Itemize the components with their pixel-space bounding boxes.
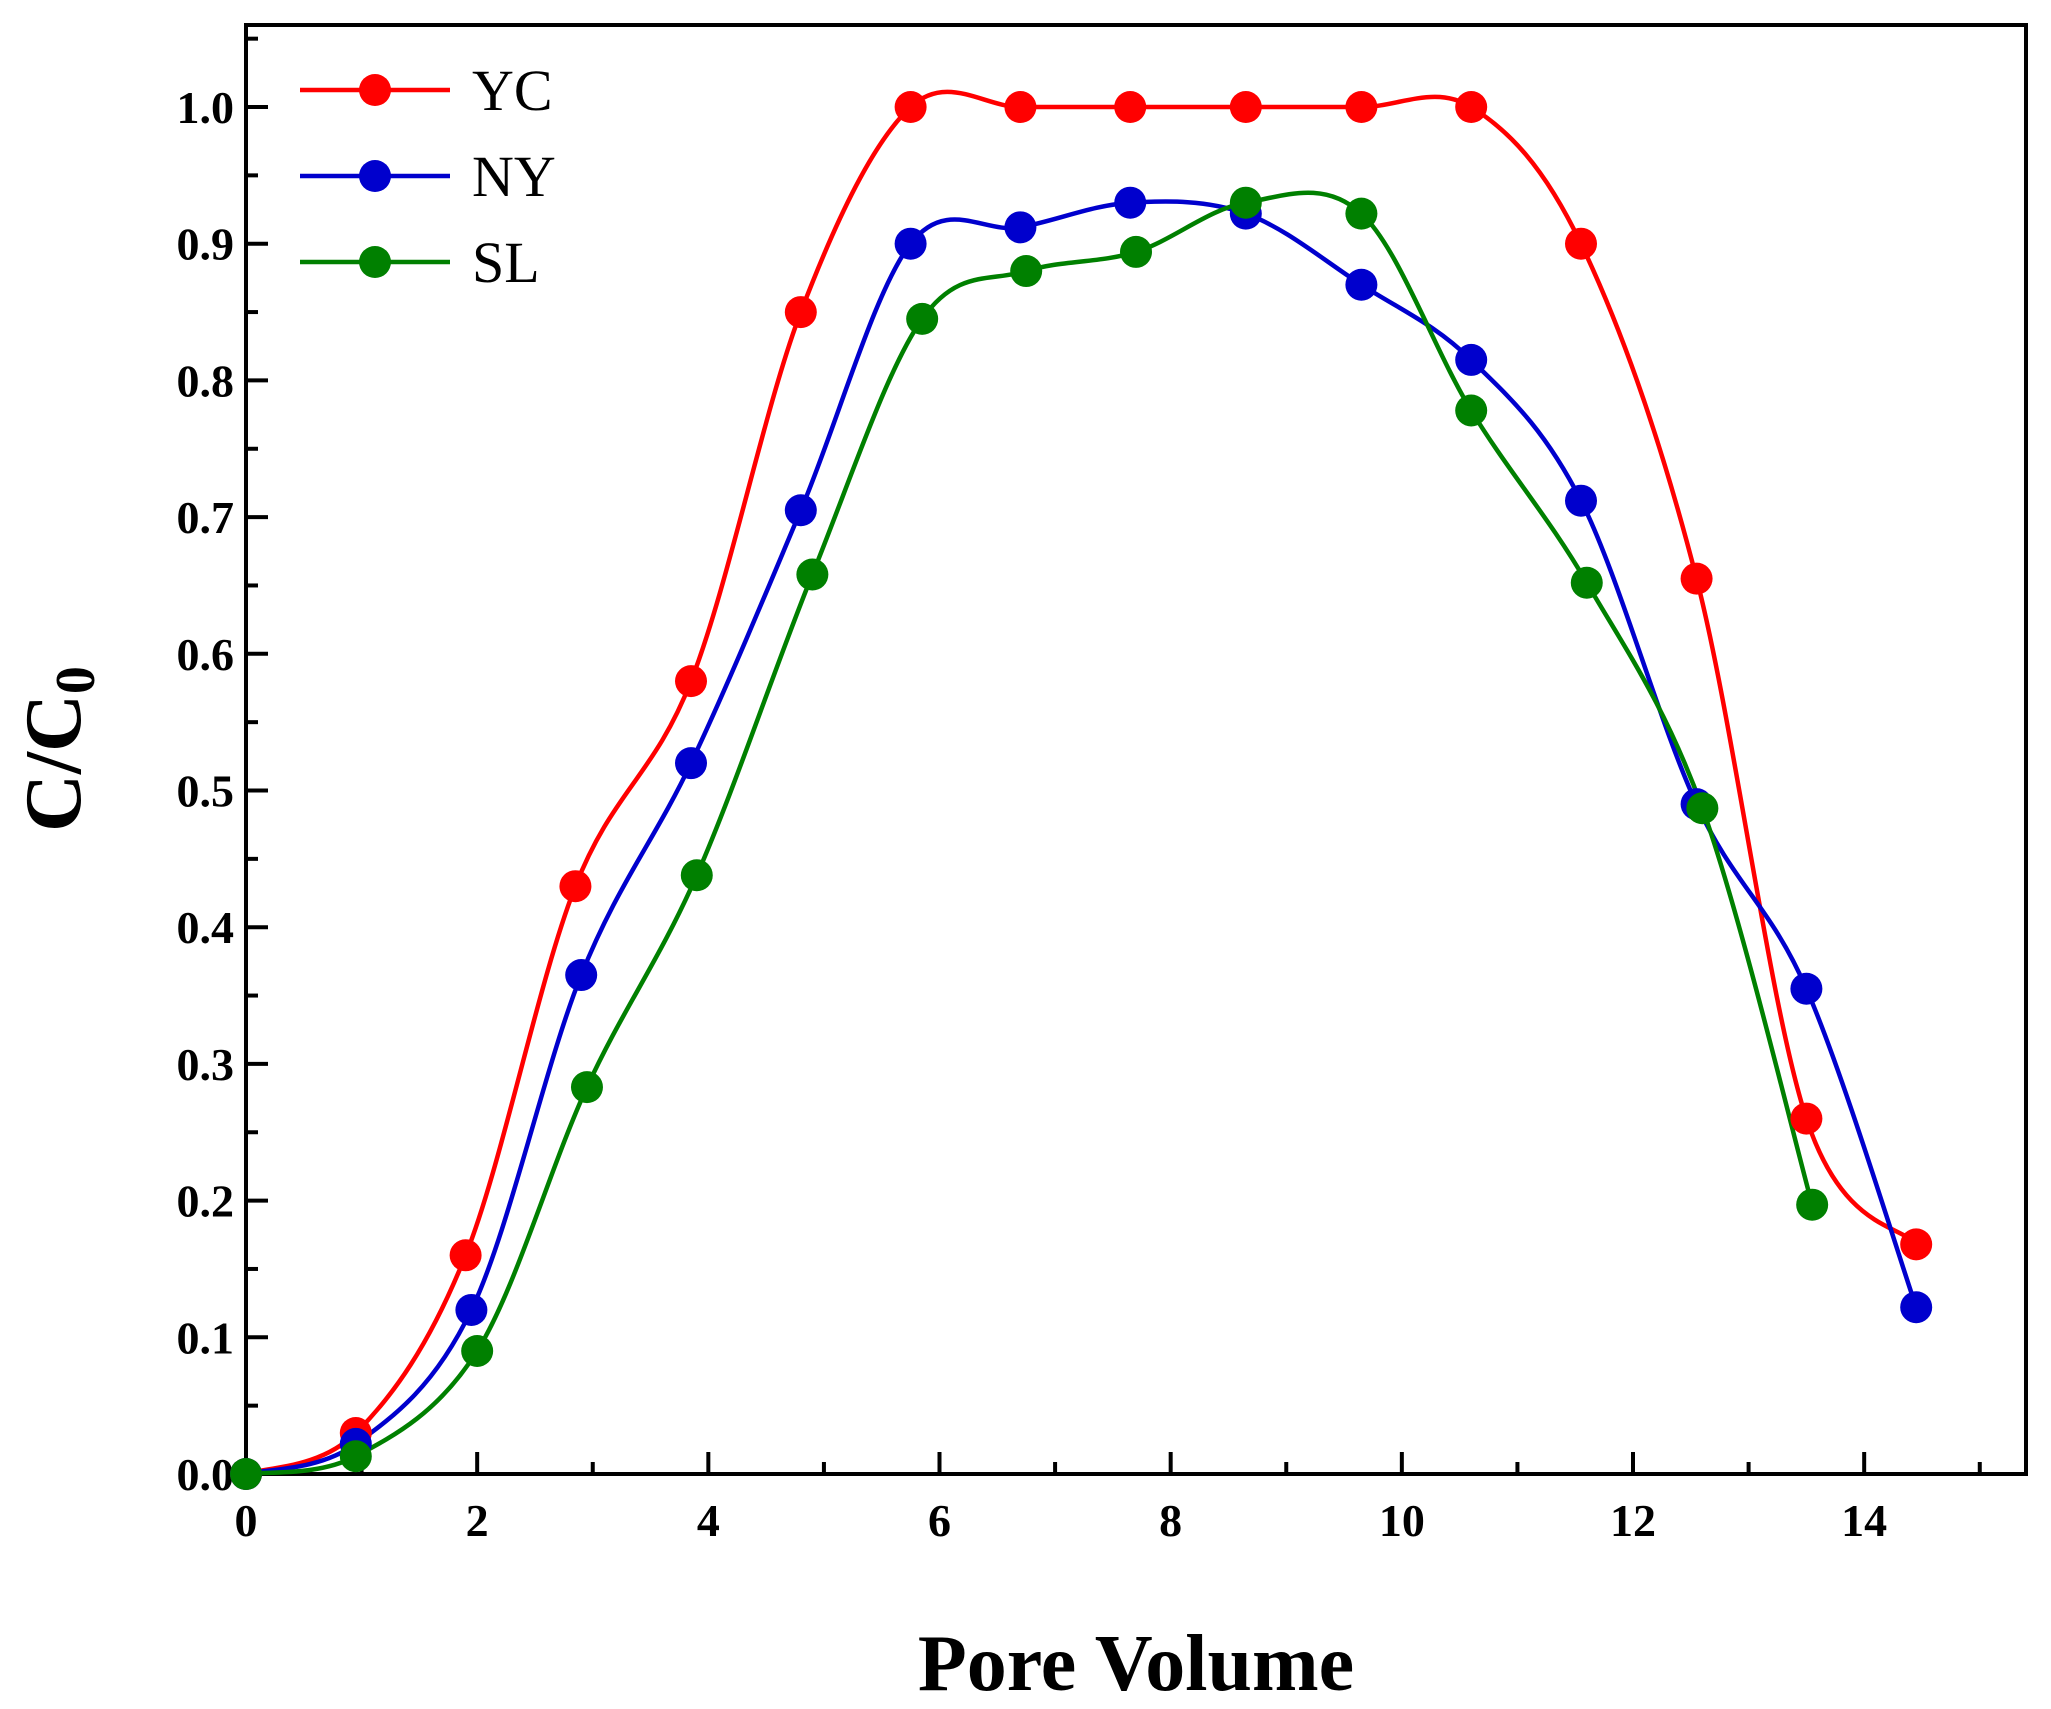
data-point-yc (784, 296, 817, 329)
data-point-sl (1455, 394, 1488, 427)
legend-item-yc: YC (300, 58, 553, 123)
y-tick-label: 0.8 (177, 355, 235, 406)
data-point-ny (675, 747, 707, 780)
legend-item-ny: NY (300, 144, 556, 209)
data-point-sl (570, 1071, 603, 1104)
y-tick-label: 0.0 (177, 1449, 235, 1500)
data-point-sl (230, 1458, 262, 1490)
data-point-yc (449, 1239, 482, 1272)
data-point-ny (1900, 1291, 1933, 1324)
y-tick-label: 0.7 (177, 492, 235, 543)
series-lines (245, 89, 1919, 1477)
legend-marker-sl (359, 246, 391, 278)
y-axis-title-subscript: 0 (45, 666, 107, 694)
x-tick-labels: 0 2 4 6 8 10 12 14 (235, 1495, 1888, 1546)
plot-frame (244, 23, 2028, 1476)
data-point-sl (1345, 197, 1378, 230)
data-point-yc (1455, 91, 1488, 124)
data-point-sl (1796, 1188, 1829, 1221)
data-point-yc (1680, 562, 1713, 595)
data-point-yc (1114, 91, 1147, 124)
data-point-sl (461, 1334, 494, 1367)
x-tick-label: 4 (697, 1495, 720, 1546)
data-point-yc (559, 870, 592, 903)
data-point-ny (1455, 343, 1488, 376)
x-tick-label: 12 (1610, 1495, 1656, 1546)
series-line-yc (245, 89, 1918, 1477)
x-tick-label: 14 (1841, 1495, 1887, 1546)
legend-marker-ny (359, 160, 391, 192)
series-line-sl (245, 190, 1815, 1477)
x-tick-label: 0 (235, 1495, 258, 1546)
data-point-yc (1229, 91, 1262, 124)
data-point-ny (1790, 972, 1823, 1005)
data-point-yc (894, 91, 927, 124)
data-point-ny (1345, 268, 1378, 301)
data-point-yc (1004, 91, 1037, 124)
legend-label-ny: NY (472, 144, 556, 209)
legend: YC NY SL (300, 58, 556, 295)
y-tick-labels: 0.0 0.1 0.2 0.3 0.4 0.5 0.6 0.7 0.8 0.9 1.0 (177, 82, 235, 1500)
x-tick-label: 6 (928, 1495, 951, 1546)
data-point-sl (1010, 255, 1043, 288)
y-tick-label: 0.9 (177, 219, 235, 270)
x-axis-title: Pore Volume (918, 1620, 1354, 1708)
y-tick-label: 1.0 (177, 82, 235, 133)
legend-label-yc: YC (472, 58, 553, 123)
data-point-sl (339, 1440, 372, 1473)
data-point-sl (1686, 792, 1719, 825)
data-point-ny (894, 227, 927, 260)
data-point-yc (1345, 91, 1378, 124)
data-point-ny (565, 959, 598, 992)
data-point-sl (796, 558, 829, 591)
data-point-ny (784, 494, 817, 527)
y-tick-label: 0.3 (177, 1039, 235, 1090)
x-tick-label: 10 (1379, 1495, 1425, 1546)
data-point-sl (1229, 186, 1262, 219)
data-point-sl (1570, 566, 1603, 599)
data-point-ny (455, 1293, 488, 1326)
data-point-yc (675, 665, 707, 698)
y-tick-label: 0.1 (177, 1312, 235, 1363)
data-point-sl (680, 859, 713, 892)
data-point-ny (1565, 484, 1597, 517)
legend-label-sl: SL (472, 230, 540, 295)
y-tick-label: 0.2 (177, 1176, 235, 1227)
y-axis-title: C/C0 (10, 666, 107, 832)
data-point-ny (1114, 186, 1147, 219)
y-tick-label: 0.4 (177, 902, 235, 953)
legend-item-sl: SL (300, 230, 540, 295)
x-tick-label: 8 (1159, 1495, 1182, 1546)
y-axis-title-main: C/C (10, 694, 98, 832)
x-tick-label: 2 (466, 1495, 489, 1546)
data-point-sl (1120, 235, 1152, 268)
data-point-yc (1565, 227, 1597, 260)
data-point-yc (1900, 1228, 1933, 1261)
legend-marker-yc (359, 74, 391, 106)
svg-text:C/C0: C/C0 (10, 666, 107, 832)
y-tick-label: 0.5 (177, 766, 235, 817)
series-markers (230, 91, 1933, 1490)
data-point-yc (1790, 1102, 1823, 1135)
y-tick-label: 0.6 (177, 629, 235, 680)
data-point-sl (906, 302, 939, 335)
data-point-ny (1004, 211, 1037, 244)
series-line-ny (245, 199, 1919, 1477)
